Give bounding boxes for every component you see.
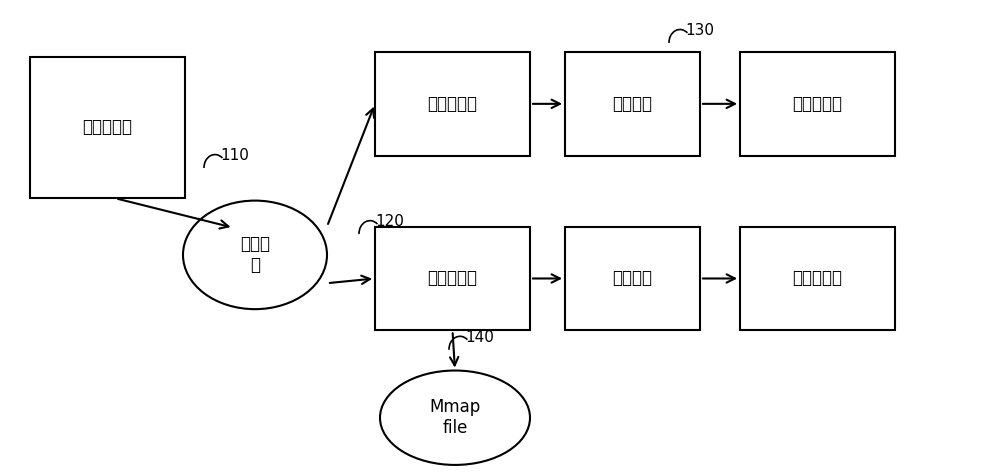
Text: 130: 130 xyxy=(685,23,714,38)
Text: 120: 120 xyxy=(375,214,404,229)
Text: 发送线程: 发送线程 xyxy=(612,95,652,113)
Text: 消息生产者: 消息生产者 xyxy=(82,118,132,136)
Text: 消息文
件: 消息文 件 xyxy=(240,236,270,274)
Bar xyxy=(740,52,895,156)
Text: 读文件线程: 读文件线程 xyxy=(428,95,478,113)
Text: 发送线程: 发送线程 xyxy=(612,270,652,287)
Text: 消息消费者: 消息消费者 xyxy=(792,95,842,113)
Text: 读文件线程: 读文件线程 xyxy=(428,270,478,287)
Bar xyxy=(375,52,530,156)
Text: 140: 140 xyxy=(465,330,494,345)
Bar xyxy=(30,57,185,198)
Bar xyxy=(565,227,700,330)
Text: Mmap
file: Mmap file xyxy=(429,398,481,437)
Text: 110: 110 xyxy=(220,148,249,163)
Ellipse shape xyxy=(183,201,327,309)
Bar xyxy=(565,52,700,156)
Bar xyxy=(740,227,895,330)
Text: 消息消费者: 消息消费者 xyxy=(792,270,842,287)
Bar xyxy=(375,227,530,330)
Ellipse shape xyxy=(380,371,530,465)
